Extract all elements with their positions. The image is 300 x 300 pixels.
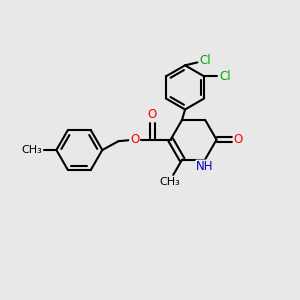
- Text: O: O: [234, 133, 243, 146]
- Text: NH: NH: [196, 160, 214, 173]
- Text: Cl: Cl: [219, 70, 231, 83]
- Text: CH₃: CH₃: [159, 177, 180, 187]
- Text: CH₃: CH₃: [22, 145, 42, 155]
- Text: O: O: [130, 133, 139, 146]
- Text: O: O: [148, 109, 157, 122]
- Text: Cl: Cl: [200, 54, 212, 68]
